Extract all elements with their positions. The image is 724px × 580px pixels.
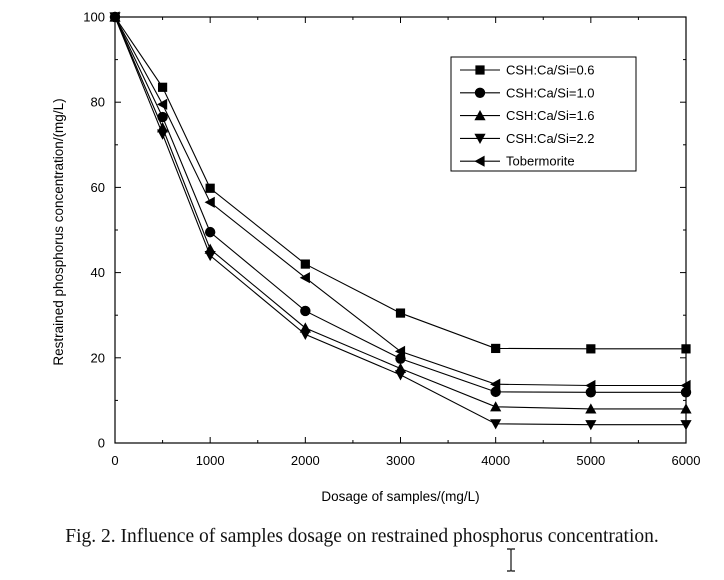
data-point bbox=[299, 272, 310, 284]
data-point bbox=[157, 111, 168, 123]
series-line bbox=[114, 16, 686, 350]
data-point bbox=[680, 403, 692, 414]
x-tick-label: 2000 bbox=[291, 453, 320, 468]
x-tick-label: 0 bbox=[111, 453, 118, 468]
data-point bbox=[205, 183, 215, 193]
data-point bbox=[585, 420, 597, 431]
y-tick-label: 60 bbox=[91, 180, 105, 195]
data-point bbox=[156, 98, 168, 110]
data-point bbox=[680, 420, 692, 431]
legend-marker bbox=[474, 133, 486, 144]
legend-marker bbox=[474, 110, 486, 121]
data-point bbox=[490, 401, 502, 412]
data-point bbox=[490, 419, 502, 430]
legend-label: CSH:Ca/Si=0.6 bbox=[506, 63, 595, 78]
data-point bbox=[204, 196, 215, 208]
data-point bbox=[300, 259, 310, 269]
data-point bbox=[490, 386, 501, 398]
series-line bbox=[114, 16, 686, 387]
figure-caption: Fig. 2. Influence of samples dosage on r… bbox=[65, 526, 659, 547]
x-tick-label: 6000 bbox=[672, 453, 701, 468]
legend-marker bbox=[474, 87, 486, 99]
data-point bbox=[680, 379, 691, 392]
x-tick-label: 1000 bbox=[196, 453, 225, 468]
legend-label: Tobermorite bbox=[506, 154, 575, 169]
x-axis-label: Dosage of samples/(mg/L) bbox=[321, 489, 479, 504]
y-axis-label: Restrained phosphorus concentration/(mg/… bbox=[51, 98, 66, 365]
text-cursor-icon bbox=[507, 548, 515, 572]
line-chart: 0 1000 2000 3000 4000 5000 6000 0 20 40 60 80 100 Dos… bbox=[51, 10, 701, 505]
series-line bbox=[114, 16, 686, 426]
data-point bbox=[490, 378, 501, 390]
data-point bbox=[585, 379, 596, 392]
data-point bbox=[204, 250, 216, 262]
data-point bbox=[204, 226, 216, 238]
data-point bbox=[585, 403, 597, 414]
y-tick-label: 20 bbox=[91, 350, 105, 365]
series-line bbox=[114, 16, 686, 393]
data-point bbox=[109, 11, 120, 23]
series-line bbox=[114, 16, 686, 410]
data-point bbox=[681, 344, 691, 354]
y-tick-label: 100 bbox=[83, 10, 105, 25]
data-point bbox=[157, 82, 168, 92]
legend-label: CSH:Ca/Si=1.6 bbox=[506, 108, 595, 123]
chart-figure: 0 1000 2000 3000 4000 5000 6000 0 20 40 60 80 100 Dos… bbox=[51, 10, 701, 505]
legend-marker bbox=[474, 155, 485, 167]
y-tick-label: 40 bbox=[91, 265, 105, 280]
legend-label: CSH:Ca/Si=2.2 bbox=[506, 131, 595, 146]
data-point bbox=[394, 345, 406, 358]
x-tick-label: 3000 bbox=[386, 453, 415, 468]
data-point bbox=[299, 329, 311, 340]
series-4 bbox=[109, 11, 691, 392]
data-point bbox=[395, 353, 406, 364]
data-point bbox=[156, 129, 169, 140]
x-tick-label: 4000 bbox=[481, 453, 510, 468]
y-tick-label: 0 bbox=[98, 436, 105, 451]
data-point bbox=[491, 343, 501, 354]
legend-label: CSH:Ca/Si=1.0 bbox=[506, 85, 595, 100]
legend: CSH:Ca/Si=0.6 CSH:Ca/Si=1.0 CSH:Ca/Si=1.6 C… bbox=[450, 56, 637, 172]
x-tick-label: 5000 bbox=[576, 453, 605, 468]
data-point bbox=[395, 308, 406, 318]
data-point bbox=[394, 370, 407, 381]
y-tick-label: 80 bbox=[91, 95, 105, 110]
data-point bbox=[586, 344, 596, 354]
data-point bbox=[300, 305, 311, 317]
legend-marker bbox=[475, 65, 485, 75]
series-3 bbox=[109, 12, 692, 431]
